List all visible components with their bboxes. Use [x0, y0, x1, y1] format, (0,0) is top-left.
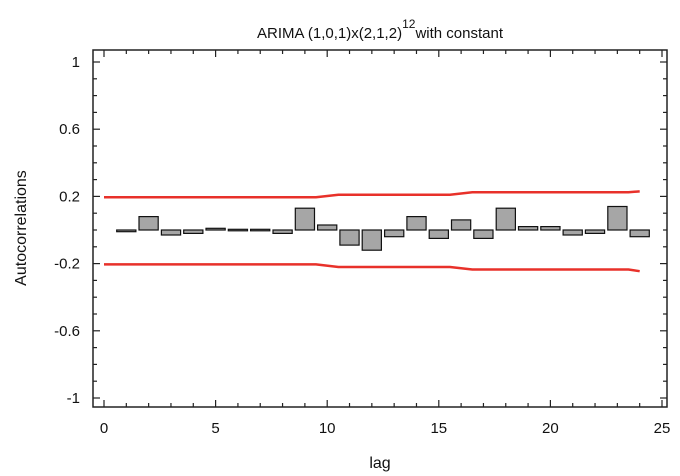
axis-ticks — [93, 50, 667, 407]
acf-bar — [317, 224, 338, 231]
acf-bar — [361, 229, 383, 251]
x-tick-label: 20 — [542, 420, 559, 437]
x-axis-label: lag — [369, 455, 390, 472]
tick-labels: 0 5 10 15 20 25 1 0.6 0.2 -0.2 -0.6 -1 — [54, 54, 670, 437]
y-tick-label: 0.2 — [59, 188, 80, 205]
acf-bar — [294, 207, 316, 231]
acf-bar — [205, 227, 226, 231]
x-tick-label: 5 — [211, 420, 219, 437]
y-tick-label: -1 — [67, 390, 80, 407]
acf-bar — [406, 216, 427, 231]
acf-bar — [339, 229, 360, 246]
acf-bar — [517, 226, 539, 231]
acf-bar — [227, 228, 249, 232]
y-tick-label: 0.6 — [59, 121, 80, 138]
acf-bar — [473, 229, 494, 239]
acf-bar — [562, 229, 583, 236]
acf-bar — [629, 229, 650, 238]
acf-bar — [450, 219, 472, 231]
acf-bar — [384, 229, 405, 238]
confidence-limits — [104, 190, 640, 273]
y-axis-label: Autocorrelations — [13, 170, 30, 286]
bars — [116, 205, 650, 251]
acf-bar — [428, 229, 450, 239]
plot-frame — [92, 49, 668, 408]
x-tick-label: 15 — [430, 420, 447, 437]
x-tick-label: 10 — [319, 420, 336, 437]
acf-bar — [495, 207, 517, 231]
x-tick-label: 25 — [654, 420, 671, 437]
upper-limit-line — [104, 190, 640, 199]
acf-bar — [183, 229, 204, 235]
x-tick-label: 0 — [100, 420, 108, 437]
y-tick-label: -0.6 — [54, 323, 80, 340]
acf-bar — [540, 226, 561, 231]
y-tick-label: 1 — [72, 54, 80, 71]
acf-bar — [138, 216, 159, 231]
lower-limit-line — [104, 263, 640, 273]
acf-bar — [116, 229, 137, 233]
acf-bar — [584, 229, 606, 235]
acf-bar — [607, 205, 628, 231]
acf-bar — [272, 229, 293, 235]
acf-bar — [250, 228, 271, 232]
chart-title: ARIMA (1,0,1)x(2,1,2)12with constant — [257, 17, 504, 42]
y-tick-label: -0.2 — [54, 256, 80, 273]
acf-bar — [160, 229, 182, 236]
